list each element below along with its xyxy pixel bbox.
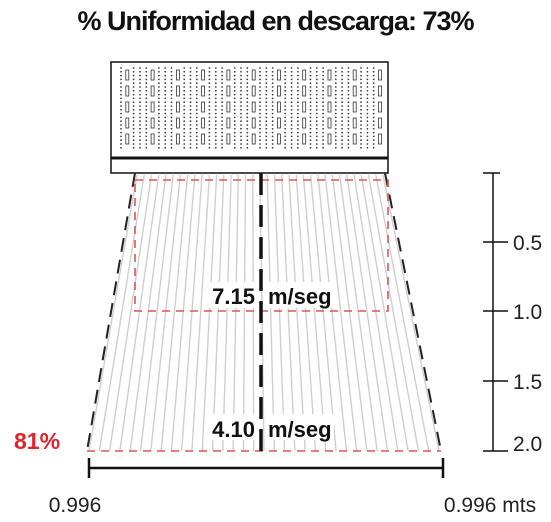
stream-line <box>302 174 327 452</box>
depth-tick-label: 2.0 <box>513 433 542 456</box>
stream-line <box>375 174 430 452</box>
stream-line <box>201 174 218 452</box>
width-dimension: 0.996 0.996 mts <box>49 458 536 517</box>
stream-line <box>273 174 286 452</box>
velocity-bottom-value: 4.10 <box>212 417 255 442</box>
velocity-bottom-unit: m/seg <box>268 417 332 442</box>
stream-line <box>281 174 296 452</box>
stream-line <box>232 174 239 452</box>
depth-tick-label: 1.0 <box>513 301 542 324</box>
stream-line <box>119 174 160 452</box>
stream-line <box>382 174 440 452</box>
stream-line <box>170 174 196 452</box>
width-left-label: 0.996 <box>49 494 102 517</box>
stream-line <box>222 174 232 452</box>
stream-line <box>150 174 182 452</box>
diffuser-panel-icon <box>110 61 389 174</box>
stream-line <box>331 174 368 452</box>
stream-line <box>242 174 247 452</box>
stream-line <box>108 174 153 452</box>
stream-line <box>367 174 420 452</box>
stream-line <box>98 174 145 452</box>
stream-line <box>288 174 306 452</box>
stream-line <box>88 174 138 452</box>
stream-line <box>346 174 389 452</box>
depth-tick-label: 0.5 <box>513 232 542 255</box>
width-right-label: 0.996 mts <box>444 494 536 517</box>
air-streams <box>88 174 440 452</box>
envelope-right <box>384 172 442 452</box>
stream-line <box>324 174 358 452</box>
stream-line <box>338 174 378 452</box>
depth-scale: 0.5 1.0 1.5 2.0 <box>483 172 542 456</box>
stream-line <box>211 174 225 452</box>
velocity-top-unit: m/seg <box>268 284 332 309</box>
stream-line <box>266 174 275 452</box>
stream-line <box>353 174 399 452</box>
stream-line <box>191 174 211 452</box>
stream-line <box>360 174 409 452</box>
envelope-left <box>86 172 136 452</box>
stream-line <box>309 174 337 452</box>
stream-line <box>129 174 167 452</box>
stream-line <box>295 174 317 452</box>
stream-line <box>317 174 348 452</box>
stream-line <box>252 174 255 452</box>
stream-line <box>160 174 189 452</box>
velocity-top-value: 7.15 <box>212 284 255 309</box>
page-title: % Uniformidad en descarga: 73% <box>77 6 474 36</box>
stream-line <box>139 174 174 452</box>
stream-line <box>180 174 203 452</box>
depth-tick-label: 1.5 <box>513 371 542 394</box>
uniformity-bottom-label: 81% <box>14 428 60 454</box>
